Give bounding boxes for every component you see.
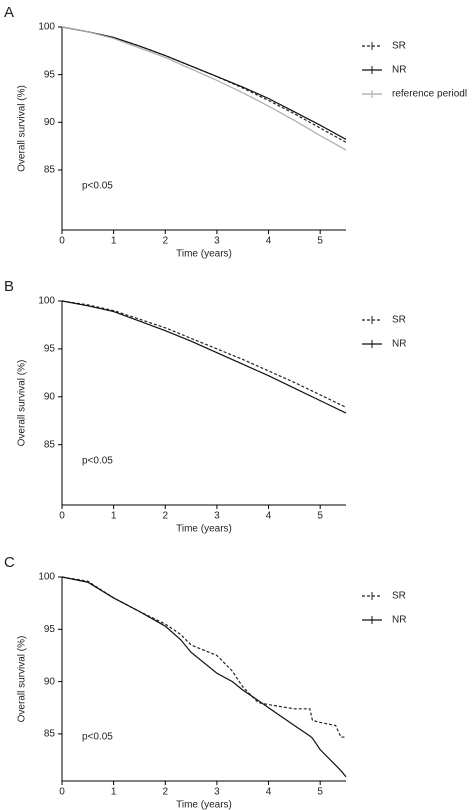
x-tick-label: 1 [111, 236, 117, 247]
survival-curve [61, 26, 347, 151]
x-tick-label: 4 [266, 236, 272, 247]
x-tick-label: 4 [266, 787, 272, 798]
x-tick-label: 0 [59, 511, 65, 522]
legend-label: SR [392, 591, 406, 602]
y-axis-label: Overall survival (%) [17, 636, 28, 723]
legend-label: NR [392, 615, 406, 626]
y-tick-label: 90 [44, 391, 56, 402]
y-tick-label: 90 [44, 676, 56, 687]
x-axis-label: Time (years) [176, 524, 232, 535]
x-tick-label: 3 [214, 787, 220, 798]
y-tick-label: 85 [44, 165, 56, 176]
y-tick-label: 100 [38, 296, 55, 307]
y-tick-label: 100 [38, 22, 55, 33]
x-tick-label: 5 [317, 236, 323, 247]
x-tick-label: 2 [162, 787, 168, 798]
x-tick-label: 4 [266, 511, 272, 522]
panel-label: B [4, 278, 14, 295]
survival-curve [61, 576, 346, 738]
x-tick-label: 5 [317, 787, 323, 798]
x-tick-label: 2 [162, 511, 168, 522]
y-axis-label: Overall survival (%) [17, 85, 28, 172]
annotation: p<0.05 [82, 456, 113, 467]
annotation: p<0.05 [82, 181, 113, 192]
y-tick-label: 90 [44, 117, 56, 128]
legend-label: NR [392, 339, 406, 350]
annotation: p<0.05 [82, 732, 113, 743]
panel-label: A [4, 4, 14, 21]
survival-curve [61, 300, 347, 408]
x-axis-label: Time (years) [176, 800, 232, 810]
survival-curve [61, 576, 347, 778]
x-tick-label: 3 [214, 511, 220, 522]
y-tick-label: 95 [44, 344, 56, 355]
x-tick-label: 2 [162, 236, 168, 247]
x-tick-label: 3 [214, 236, 220, 247]
survival-curve [61, 300, 347, 414]
x-tick-label: 0 [59, 787, 65, 798]
x-axis-label: Time (years) [176, 249, 232, 260]
x-tick-label: 1 [111, 787, 117, 798]
panel-label: C [4, 554, 15, 571]
x-tick-label: 0 [59, 236, 65, 247]
y-tick-label: 85 [44, 439, 56, 450]
survival-curve [61, 26, 347, 140]
survival-curve [61, 26, 347, 143]
legend-label: NR [392, 65, 406, 76]
y-tick-label: 100 [38, 572, 55, 583]
legend-label: reference periodl [392, 89, 467, 100]
y-tick-label: 95 [44, 69, 56, 80]
x-tick-label: 5 [317, 511, 323, 522]
y-tick-label: 85 [44, 729, 56, 740]
y-axis-label: Overall survival (%) [17, 360, 28, 447]
x-tick-label: 1 [111, 511, 117, 522]
legend-label: SR [392, 315, 406, 326]
legend-label: SR [392, 41, 406, 52]
y-tick-label: 95 [44, 624, 56, 635]
